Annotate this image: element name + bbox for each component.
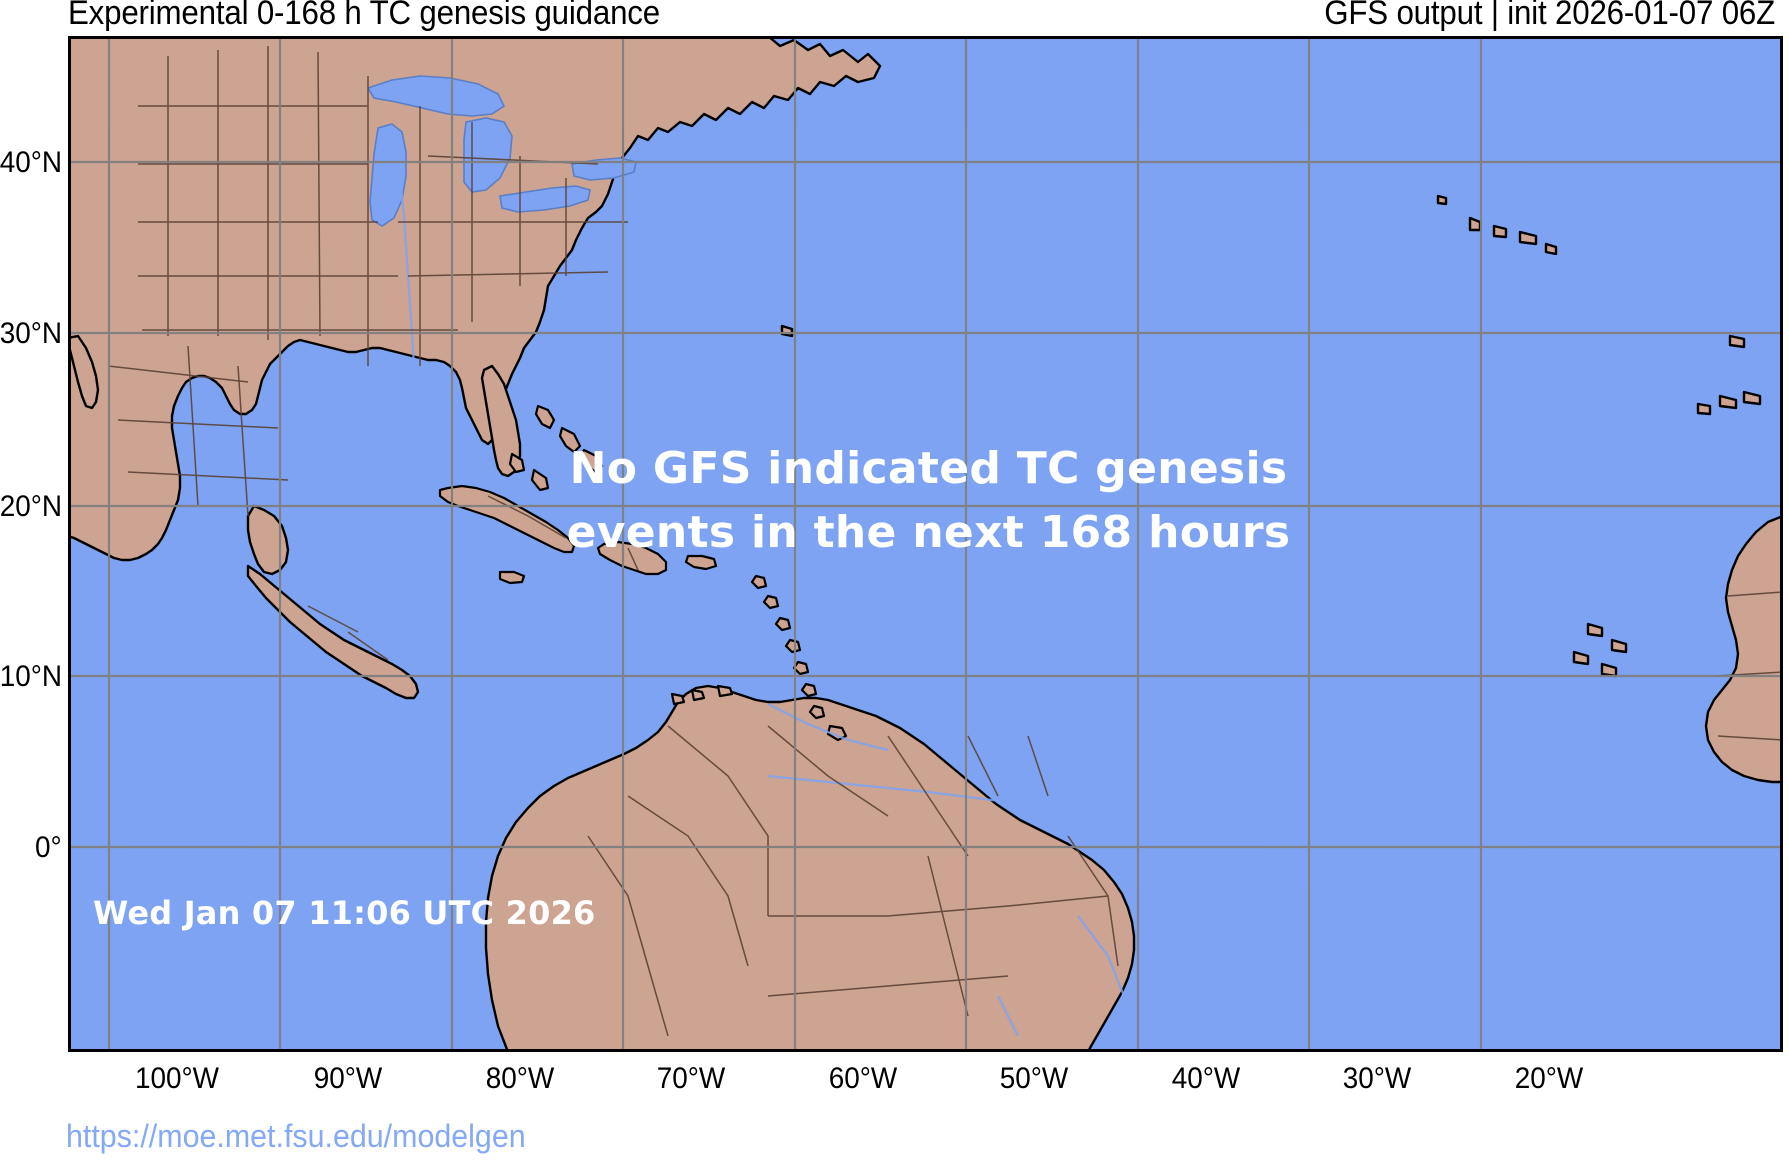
graticule-layer bbox=[71, 39, 1780, 1049]
map-graphic bbox=[71, 39, 1780, 1049]
y-tick-0: 0° bbox=[35, 831, 62, 864]
lake-erie bbox=[499, 185, 591, 213]
jamaica-island bbox=[498, 570, 526, 585]
north-america-landmass bbox=[71, 39, 882, 562]
florida-peninsula bbox=[480, 364, 522, 478]
timestamp-label: Wed Jan 07 11:06 UTC 2026 bbox=[93, 894, 596, 932]
x-tick-60w: 60°W bbox=[828, 1062, 898, 1095]
header: Experimental 0-168 h TC genesis guidance… bbox=[0, 0, 1789, 36]
source-url-link[interactable]: https://moe.met.fsu.edu/modelgen bbox=[66, 1118, 526, 1154]
y-tick-30n: 30°N bbox=[0, 317, 62, 350]
x-tick-50w: 50°W bbox=[999, 1062, 1069, 1095]
canary-islands bbox=[1696, 390, 1762, 416]
cape-verde-islands bbox=[1572, 622, 1628, 678]
puerto-rico-island bbox=[684, 554, 718, 571]
orinoco-river bbox=[767, 703, 889, 752]
sao-francisco-river bbox=[1077, 915, 1126, 997]
page-title: Experimental 0-168 h TC genesis guidance bbox=[68, 0, 660, 32]
x-tick-30w: 30°W bbox=[1342, 1062, 1412, 1095]
abc-islands bbox=[670, 684, 734, 706]
y-tick-40n: 40°N bbox=[0, 146, 62, 179]
x-tick-90w: 90°W bbox=[313, 1062, 383, 1095]
map-canvas[interactable]: No GFS indicated TC genesis events in th… bbox=[68, 36, 1783, 1052]
amazon-river bbox=[767, 774, 1079, 812]
x-tick-20w: 20°W bbox=[1514, 1062, 1584, 1095]
south-america-landmass bbox=[484, 684, 1136, 1049]
lake-superior bbox=[366, 75, 506, 117]
x-tick-70w: 70°W bbox=[656, 1062, 726, 1095]
yucatan-peninsula bbox=[246, 504, 290, 576]
south-america-layer bbox=[484, 684, 1136, 1049]
x-tick-80w: 80°W bbox=[485, 1062, 555, 1095]
bahamas-islands bbox=[508, 404, 604, 492]
madeira-islands bbox=[1728, 334, 1746, 349]
baja-california bbox=[71, 334, 100, 410]
land-layer bbox=[71, 39, 882, 700]
x-tick-100w: 100°W bbox=[134, 1062, 220, 1095]
central-america bbox=[246, 564, 420, 700]
lake-michigan bbox=[369, 123, 407, 227]
bermuda-island bbox=[780, 324, 794, 338]
y-tick-20n: 20°N bbox=[0, 490, 62, 523]
x-tick-40w: 40°W bbox=[1171, 1062, 1241, 1095]
y-tick-10n: 10°N bbox=[0, 660, 62, 693]
west-africa-landmass bbox=[1704, 515, 1780, 784]
parana-river bbox=[997, 995, 1019, 1037]
model-init-label: GFS output | init 2026-01-07 06Z bbox=[1324, 0, 1775, 32]
